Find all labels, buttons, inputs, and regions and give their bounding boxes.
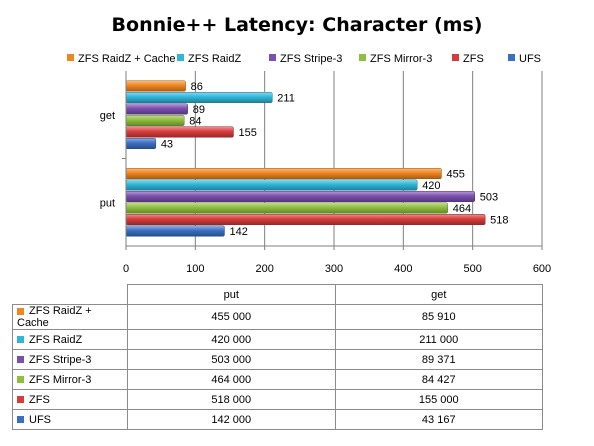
legend-swatch	[452, 54, 459, 61]
legend-label: ZFS Stripe-3	[280, 53, 342, 65]
series-name: ZFS Mirror-3	[29, 373, 92, 386]
value-cell-get: 84 427	[334, 369, 543, 391]
data-label: 43	[161, 139, 173, 151]
value-cell-put: 455 000	[127, 303, 336, 331]
series-name-cell: ZFS RaidZ	[12, 329, 128, 351]
series-swatch	[17, 307, 24, 315]
data-table: put get ZFS RaidZ + Cache 455 000 85 910 ZF…	[12, 284, 543, 431]
data-table-header-put: put	[127, 284, 336, 305]
bar	[125, 138, 157, 149]
series-swatch	[17, 376, 24, 384]
series-swatch	[17, 356, 24, 364]
series-swatch	[17, 416, 24, 424]
bar	[125, 191, 475, 202]
legend-label: ZFS Mirror-3	[370, 53, 432, 65]
category-label: put	[100, 197, 115, 209]
bar	[125, 92, 273, 103]
value-cell-put: 142 000	[127, 409, 336, 431]
value-cell-get: 43 167	[334, 409, 543, 431]
bar	[125, 202, 448, 214]
data-label: 89	[193, 104, 205, 116]
series-name: UFS	[29, 413, 51, 426]
x-tick-label: 400	[394, 263, 412, 275]
legend-label: ZFS RaidZ	[188, 53, 241, 65]
x-tick-label: 200	[255, 263, 273, 275]
data-label: 420	[422, 180, 440, 192]
value-cell-get: 155 000	[334, 389, 543, 411]
value-cell-put: 518 000	[127, 389, 336, 411]
data-table-row: ZFS RaidZ + Cache 455 000 85 910	[12, 303, 543, 331]
x-tick-label: 100	[186, 263, 204, 275]
value-cell-put: 420 000	[127, 329, 336, 351]
bar	[125, 214, 486, 225]
data-label: 455	[446, 169, 464, 181]
series-name-cell: ZFS Stripe-3	[12, 349, 128, 371]
x-tick-label: 0	[123, 263, 129, 275]
data-label: 503	[480, 192, 498, 204]
legend-label: ZFS	[463, 53, 484, 65]
series-swatch	[17, 336, 24, 344]
x-tick-label: 600	[533, 263, 551, 275]
legend-swatch	[269, 54, 276, 61]
series-name: ZFS	[29, 393, 50, 406]
data-table-header-get: get	[334, 284, 543, 305]
series-name-cell: ZFS	[12, 389, 128, 411]
bar	[125, 225, 225, 237]
data-table-row: UFS 142 000 43 167	[12, 409, 543, 431]
chart-title: Bonnie++ Latency: Character (ms)	[112, 14, 483, 36]
data-label: 142	[229, 226, 247, 238]
series-name-cell: UFS	[12, 409, 128, 431]
data-label: 86	[191, 81, 203, 93]
data-table-header-row: put get	[13, 284, 543, 305]
value-cell-get: 85 910	[334, 303, 543, 331]
data-label: 155	[238, 127, 256, 139]
series-name-cell: ZFS RaidZ + Cache	[12, 303, 128, 331]
data-table-corner	[13, 285, 128, 305]
value-cell-put: 503 000	[127, 349, 336, 371]
legend-swatch	[177, 54, 184, 61]
data-label: 84	[189, 116, 201, 128]
legend-swatch	[508, 54, 515, 61]
value-cell-put: 464 000	[127, 369, 336, 391]
legend-swatch	[359, 54, 366, 61]
data-table-row: ZFS Stripe-3 503 000 89 371	[12, 349, 543, 371]
bar	[125, 126, 234, 138]
bar	[125, 103, 188, 115]
value-cell-get: 211 000	[334, 329, 543, 351]
legend-label: UFS	[519, 53, 541, 65]
data-table-row: ZFS 518 000 155 000	[12, 389, 543, 411]
legend-label: ZFS RaidZ + Cache	[78, 53, 176, 65]
series-swatch	[17, 396, 24, 404]
series-name: ZFS RaidZ + Cache	[17, 305, 92, 330]
category-label: get	[100, 110, 115, 122]
x-tick-label: 500	[463, 263, 481, 275]
data-table-row: ZFS RaidZ 420 000 211 000	[12, 329, 543, 351]
bar	[125, 115, 185, 126]
value-cell-get: 89 371	[334, 349, 543, 371]
series-name-cell: ZFS Mirror-3	[12, 369, 128, 391]
data-label: 211	[277, 93, 295, 105]
x-tick-label: 300	[325, 263, 343, 275]
series-name: ZFS RaidZ	[29, 333, 83, 346]
series-name: ZFS Stripe-3	[29, 353, 92, 366]
data-label: 518	[490, 215, 508, 227]
legend-swatch	[67, 54, 74, 61]
bar	[125, 168, 442, 179]
data-table-row: ZFS Mirror-3 464 000 84 427	[12, 369, 543, 391]
bar	[125, 179, 418, 191]
data-label: 464	[453, 203, 471, 215]
bar	[125, 80, 186, 92]
